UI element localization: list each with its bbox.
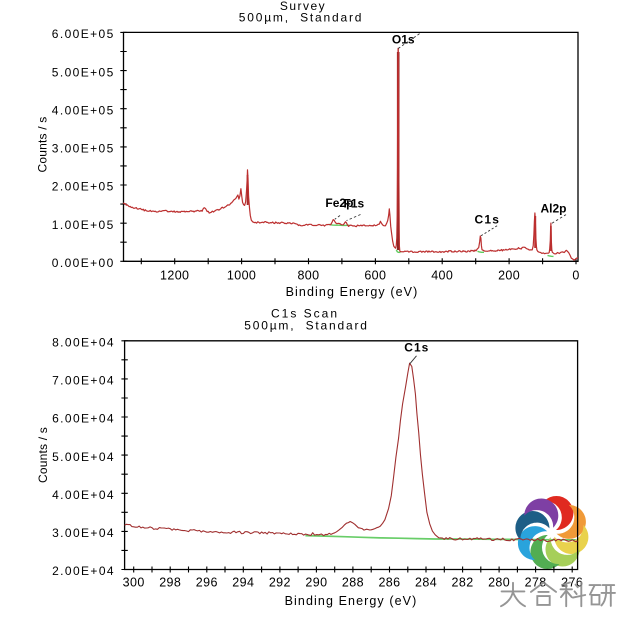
svg-text:286: 286: [378, 575, 400, 589]
svg-text:4.00E+05: 4.00E+05: [52, 103, 115, 117]
svg-text:4.00E+04: 4.00E+04: [52, 488, 115, 502]
svg-text:Counts / s: Counts / s: [36, 116, 50, 172]
svg-text:400: 400: [431, 268, 453, 282]
svg-text:5.00E+04: 5.00E+04: [52, 450, 115, 464]
svg-text:2.00E+05: 2.00E+05: [52, 180, 115, 194]
svg-text:292: 292: [269, 575, 291, 589]
svg-text:200: 200: [498, 268, 520, 282]
svg-text:3.00E+05: 3.00E+05: [52, 142, 115, 156]
svg-text:288: 288: [342, 575, 364, 589]
svg-text:600: 600: [364, 268, 386, 282]
svg-text:Counts / s: Counts / s: [36, 427, 50, 483]
svg-text:298: 298: [159, 575, 181, 589]
svg-text:C1s: C1s: [475, 213, 501, 227]
svg-text:F1s: F1s: [344, 197, 365, 211]
svg-text:276: 276: [561, 575, 583, 589]
svg-text:Binding Energy (eV): Binding Energy (eV): [285, 594, 418, 608]
svg-text:800: 800: [297, 268, 319, 282]
svg-text:C1s Scan: C1s Scan: [271, 307, 339, 321]
svg-text:296: 296: [196, 575, 218, 589]
svg-text:1.00E+05: 1.00E+05: [52, 218, 115, 232]
svg-text:Binding Energy (eV): Binding Energy (eV): [286, 285, 419, 299]
svg-text:282: 282: [452, 575, 474, 589]
svg-text:290: 290: [305, 575, 327, 589]
svg-text:280: 280: [488, 575, 510, 589]
svg-text:500µm, Standard: 500µm, Standard: [244, 318, 368, 332]
svg-text:1200: 1200: [160, 268, 189, 282]
svg-text:294: 294: [232, 575, 254, 589]
svg-text:284: 284: [415, 575, 437, 589]
svg-text:0.00E+00: 0.00E+00: [52, 256, 115, 270]
svg-text:1000: 1000: [227, 268, 256, 282]
svg-text:278: 278: [525, 575, 547, 589]
svg-text:C1s: C1s: [404, 341, 429, 355]
svg-text:7.00E+04: 7.00E+04: [52, 374, 115, 388]
svg-text:8.00E+04: 8.00E+04: [52, 335, 115, 349]
svg-text:300: 300: [123, 575, 145, 589]
svg-text:2.00E+04: 2.00E+04: [52, 564, 115, 578]
svg-text:0: 0: [572, 268, 579, 282]
svg-text:3.00E+04: 3.00E+04: [52, 526, 115, 540]
svg-text:500µm, Standard: 500µm, Standard: [239, 11, 363, 25]
svg-text:Al2p: Al2p: [541, 201, 567, 215]
svg-text:6.00E+04: 6.00E+04: [52, 412, 115, 426]
svg-text:Survey: Survey: [280, 0, 326, 13]
svg-text:Fe2p: Fe2p: [325, 196, 353, 210]
svg-text:6.00E+05: 6.00E+05: [52, 27, 115, 41]
svg-text:O1s: O1s: [392, 33, 415, 47]
svg-text:5.00E+05: 5.00E+05: [52, 65, 115, 79]
